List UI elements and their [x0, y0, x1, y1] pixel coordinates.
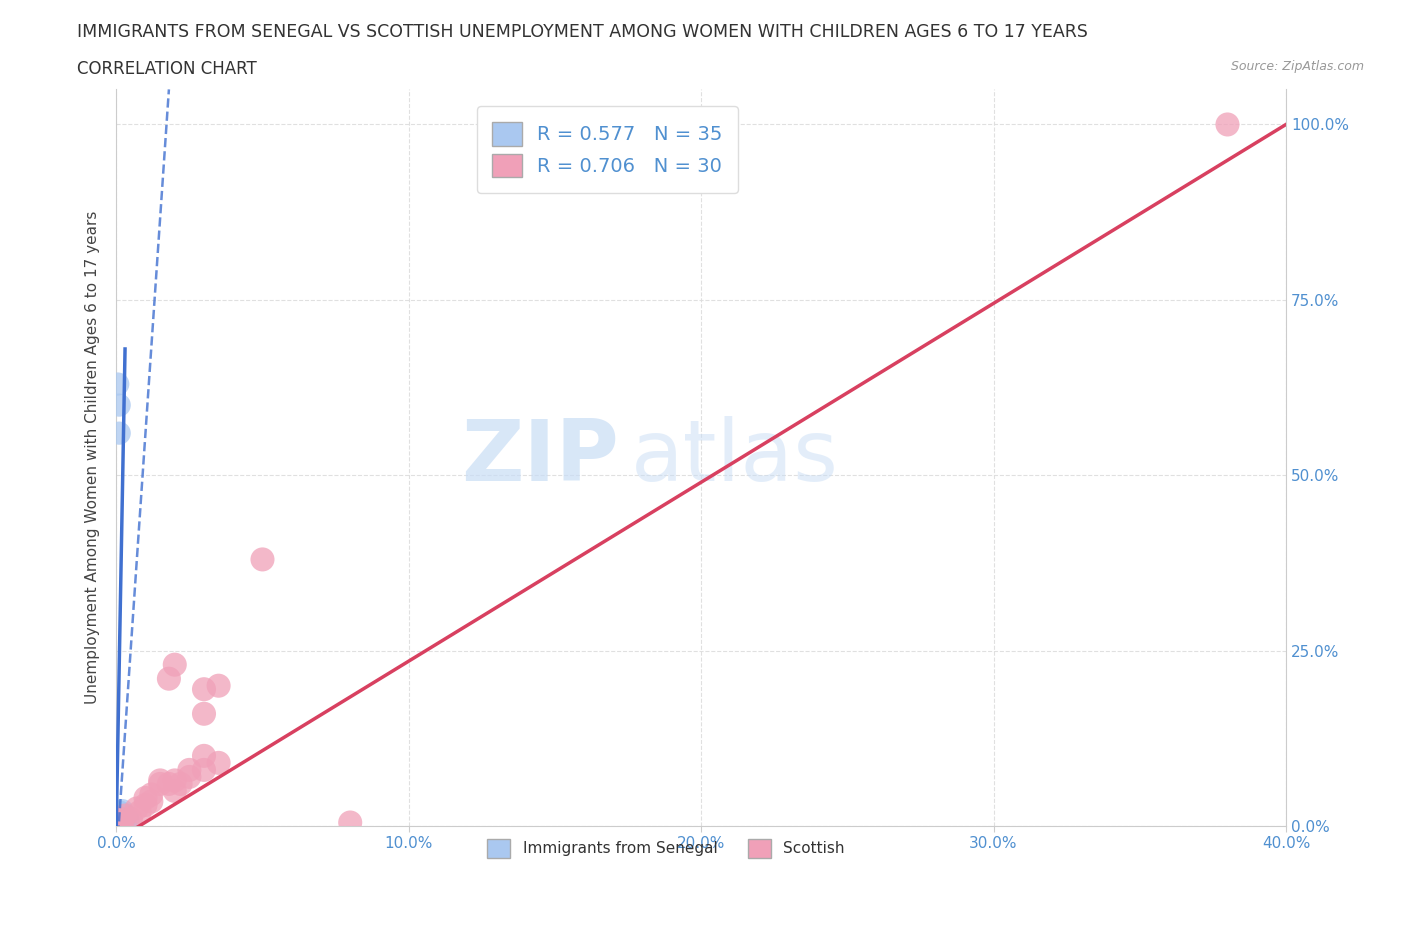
Point — [179, 769, 201, 784]
Point — [120, 812, 142, 827]
Point — [193, 749, 215, 764]
Point — [111, 817, 134, 831]
Point — [149, 773, 172, 788]
Point — [111, 814, 134, 829]
Point — [111, 817, 134, 831]
Point — [114, 815, 136, 830]
Text: IMMIGRANTS FROM SENEGAL VS SCOTTISH UNEMPLOYMENT AMONG WOMEN WITH CHILDREN AGES : IMMIGRANTS FROM SENEGAL VS SCOTTISH UNEM… — [77, 23, 1088, 41]
Point — [111, 817, 134, 832]
Point — [108, 815, 131, 830]
Legend: Immigrants from Senegal, Scottish: Immigrants from Senegal, Scottish — [475, 827, 856, 870]
Point — [108, 808, 131, 823]
Point — [207, 755, 229, 770]
Point — [111, 806, 134, 821]
Point — [108, 813, 131, 828]
Point — [114, 816, 136, 830]
Point — [169, 777, 191, 791]
Point — [163, 783, 186, 798]
Point — [111, 815, 134, 830]
Point — [193, 706, 215, 721]
Point — [134, 798, 156, 813]
Point — [111, 808, 134, 823]
Point — [114, 814, 136, 829]
Point — [111, 817, 134, 831]
Point — [108, 815, 131, 830]
Point — [207, 678, 229, 693]
Point — [108, 815, 131, 830]
Point — [252, 552, 274, 567]
Text: Source: ZipAtlas.com: Source: ZipAtlas.com — [1230, 60, 1364, 73]
Point — [179, 763, 201, 777]
Point — [108, 816, 131, 830]
Point — [157, 671, 180, 686]
Point — [193, 682, 215, 697]
Point — [108, 812, 131, 827]
Point — [141, 787, 163, 802]
Point — [108, 804, 131, 819]
Point — [114, 812, 136, 827]
Point — [108, 804, 131, 819]
Point — [108, 812, 131, 827]
Point — [111, 804, 134, 818]
Point — [157, 777, 180, 791]
Point — [108, 426, 131, 441]
Point — [108, 817, 131, 831]
Point — [111, 812, 134, 827]
Point — [117, 812, 139, 827]
Point — [125, 801, 148, 816]
Point — [111, 810, 134, 825]
Point — [111, 815, 134, 830]
Point — [114, 813, 136, 828]
Point — [114, 815, 136, 830]
Text: atlas: atlas — [631, 417, 839, 499]
Point — [108, 812, 131, 827]
Point — [111, 813, 134, 828]
Point — [111, 813, 134, 828]
Point — [141, 794, 163, 809]
Point — [108, 817, 131, 832]
Point — [193, 763, 215, 777]
Point — [339, 815, 361, 830]
Point — [134, 790, 156, 805]
Point — [111, 816, 134, 830]
Point — [108, 398, 131, 413]
Point — [1216, 117, 1239, 132]
Point — [163, 773, 186, 788]
Point — [163, 658, 186, 672]
Point — [149, 777, 172, 791]
Y-axis label: Unemployment Among Women with Children Ages 6 to 17 years: Unemployment Among Women with Children A… — [86, 211, 100, 704]
Point — [128, 804, 150, 819]
Point — [107, 377, 129, 392]
Point — [114, 808, 136, 823]
Text: CORRELATION CHART: CORRELATION CHART — [77, 60, 257, 78]
Text: ZIP: ZIP — [461, 417, 619, 499]
